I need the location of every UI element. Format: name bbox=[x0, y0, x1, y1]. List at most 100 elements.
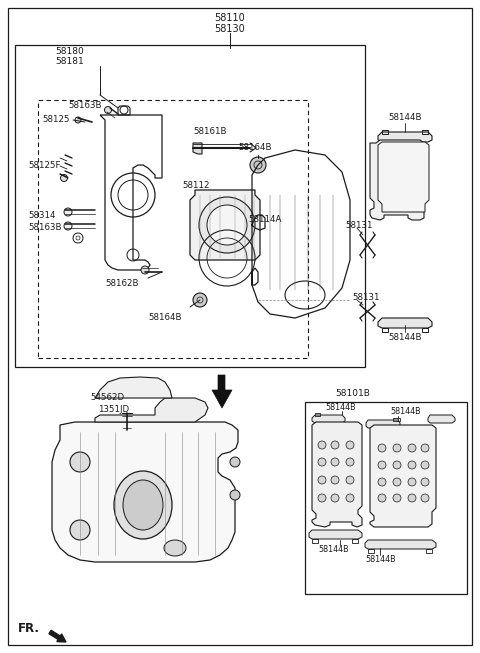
Polygon shape bbox=[378, 142, 429, 212]
Text: 58144B: 58144B bbox=[388, 332, 421, 342]
Text: FR.: FR. bbox=[18, 622, 40, 635]
Text: 58114A: 58114A bbox=[248, 215, 281, 225]
Polygon shape bbox=[95, 377, 172, 398]
Text: 58144B: 58144B bbox=[325, 402, 356, 411]
Circle shape bbox=[408, 478, 416, 486]
Bar bbox=[305, 402, 467, 594]
Text: 58101B: 58101B bbox=[335, 389, 370, 398]
Circle shape bbox=[421, 444, 429, 452]
Circle shape bbox=[64, 208, 72, 216]
Polygon shape bbox=[309, 530, 362, 539]
Polygon shape bbox=[212, 375, 232, 408]
Circle shape bbox=[408, 461, 416, 469]
Ellipse shape bbox=[123, 480, 163, 530]
Circle shape bbox=[346, 441, 354, 449]
Polygon shape bbox=[312, 415, 345, 423]
Circle shape bbox=[395, 175, 405, 185]
Circle shape bbox=[346, 458, 354, 466]
Circle shape bbox=[70, 520, 90, 540]
Text: 58144B: 58144B bbox=[388, 114, 421, 123]
Text: 58144B: 58144B bbox=[390, 407, 420, 417]
Circle shape bbox=[70, 452, 90, 472]
Polygon shape bbox=[312, 422, 362, 527]
Text: 58130: 58130 bbox=[215, 24, 245, 34]
Text: 58125F: 58125F bbox=[28, 161, 60, 170]
Circle shape bbox=[207, 205, 247, 245]
Polygon shape bbox=[52, 422, 238, 562]
Circle shape bbox=[123, 428, 131, 436]
Circle shape bbox=[393, 494, 401, 502]
Text: 54562D: 54562D bbox=[90, 394, 124, 402]
Text: 58163B: 58163B bbox=[68, 101, 101, 110]
Text: 58164B: 58164B bbox=[238, 142, 272, 151]
Text: 58181: 58181 bbox=[55, 57, 84, 67]
Circle shape bbox=[193, 293, 207, 307]
Polygon shape bbox=[378, 132, 432, 142]
Text: 58144B: 58144B bbox=[318, 545, 348, 554]
Text: 58110: 58110 bbox=[215, 13, 245, 23]
Circle shape bbox=[380, 193, 390, 203]
Text: 58163B: 58163B bbox=[28, 223, 61, 232]
Circle shape bbox=[421, 494, 429, 502]
Text: 58131: 58131 bbox=[345, 221, 372, 229]
Text: 58144B: 58144B bbox=[365, 556, 396, 564]
FancyArrow shape bbox=[49, 630, 66, 642]
Circle shape bbox=[199, 197, 255, 253]
Circle shape bbox=[331, 494, 339, 502]
Ellipse shape bbox=[114, 471, 172, 539]
Circle shape bbox=[410, 160, 420, 170]
Circle shape bbox=[378, 461, 386, 469]
Circle shape bbox=[318, 441, 326, 449]
Circle shape bbox=[60, 174, 68, 182]
Ellipse shape bbox=[164, 540, 186, 556]
Circle shape bbox=[395, 193, 405, 203]
Polygon shape bbox=[95, 398, 208, 422]
Circle shape bbox=[346, 494, 354, 502]
Circle shape bbox=[141, 266, 149, 274]
Circle shape bbox=[410, 175, 420, 185]
Polygon shape bbox=[193, 143, 202, 154]
Circle shape bbox=[393, 444, 401, 452]
Text: 58112: 58112 bbox=[182, 180, 209, 189]
Circle shape bbox=[250, 157, 266, 173]
Circle shape bbox=[318, 494, 326, 502]
Polygon shape bbox=[370, 140, 424, 220]
Circle shape bbox=[378, 478, 386, 486]
Text: 58125: 58125 bbox=[42, 116, 70, 125]
Polygon shape bbox=[190, 190, 260, 260]
Polygon shape bbox=[378, 318, 432, 328]
Circle shape bbox=[75, 117, 81, 123]
Text: 58131: 58131 bbox=[352, 293, 380, 302]
Polygon shape bbox=[365, 540, 436, 549]
Circle shape bbox=[318, 458, 326, 466]
Polygon shape bbox=[370, 425, 436, 527]
Circle shape bbox=[331, 441, 339, 449]
Circle shape bbox=[230, 490, 240, 500]
Text: 58162B: 58162B bbox=[105, 278, 139, 287]
Circle shape bbox=[378, 494, 386, 502]
Text: 58314: 58314 bbox=[28, 210, 56, 219]
Circle shape bbox=[393, 461, 401, 469]
Text: 58180: 58180 bbox=[55, 48, 84, 57]
Circle shape bbox=[230, 457, 240, 467]
Circle shape bbox=[331, 458, 339, 466]
Circle shape bbox=[331, 476, 339, 484]
Text: 58161B: 58161B bbox=[193, 127, 227, 136]
Circle shape bbox=[380, 160, 390, 170]
Circle shape bbox=[421, 461, 429, 469]
Text: 1351JD: 1351JD bbox=[98, 406, 129, 415]
Circle shape bbox=[421, 478, 429, 486]
Circle shape bbox=[105, 106, 111, 114]
Bar bbox=[38, 100, 308, 358]
Polygon shape bbox=[428, 415, 455, 423]
Circle shape bbox=[408, 444, 416, 452]
Circle shape bbox=[408, 494, 416, 502]
Polygon shape bbox=[366, 420, 400, 428]
Text: 58164B: 58164B bbox=[148, 313, 181, 323]
Circle shape bbox=[346, 476, 354, 484]
Circle shape bbox=[64, 222, 72, 230]
Circle shape bbox=[393, 478, 401, 486]
Circle shape bbox=[378, 444, 386, 452]
Circle shape bbox=[318, 476, 326, 484]
Circle shape bbox=[395, 160, 405, 170]
